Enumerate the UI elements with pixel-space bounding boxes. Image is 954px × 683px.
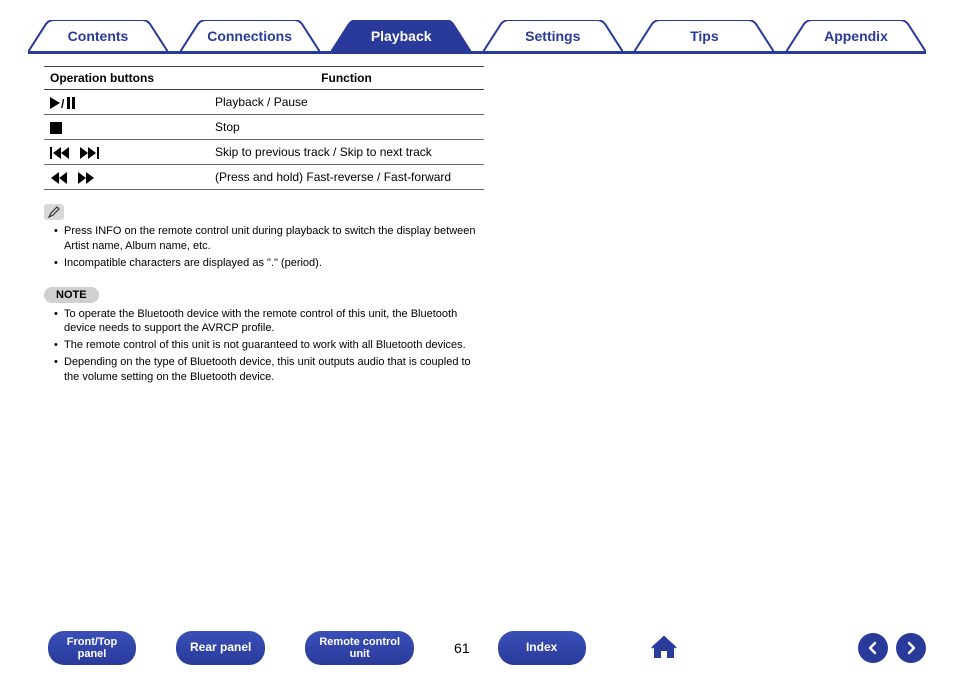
list-item: Press INFO on the remote control unit du… [54,224,482,254]
tab-label: Settings [483,20,623,52]
table-row: Stop [44,115,484,140]
main-content: Operation buttons Function / Playback / … [0,54,510,385]
front-top-panel-button[interactable]: Front/Top panel [48,631,136,665]
home-icon[interactable] [650,634,678,663]
function-cell: Skip to previous track / Skip to next tr… [209,140,484,165]
table-header: Operation buttons [44,67,209,90]
function-cell: (Press and hold) Fast-reverse / Fast-for… [209,165,484,190]
fast-rev-fwd-icon [50,170,100,184]
svg-text:/: / [61,97,65,109]
remote-control-unit-button[interactable]: Remote control unit [305,631,414,665]
skip-prev-next-icon [50,145,106,159]
index-button[interactable]: Index [498,631,586,665]
table-row: / Playback / Pause [44,90,484,115]
table-header: Function [209,67,484,90]
tab-tips[interactable]: Tips [634,20,774,52]
notes-list: To operate the Bluetooth device with the… [44,307,482,385]
tab-contents[interactable]: Contents [28,20,168,52]
operation-buttons-table: Operation buttons Function / Playback / … [44,66,484,190]
prev-page-button[interactable] [858,633,888,663]
tab-playback[interactable]: Playback [331,20,471,52]
play-pause-icon: / [50,95,78,109]
tab-label: Appendix [786,20,926,52]
tab-settings[interactable]: Settings [483,20,623,52]
function-cell: Playback / Pause [209,90,484,115]
pencil-icon [44,204,64,220]
list-item: Depending on the type of Bluetooth devic… [54,355,482,385]
list-item: To operate the Bluetooth device with the… [54,307,482,337]
next-page-button[interactable] [896,633,926,663]
tips-list: Press INFO on the remote control unit du… [44,224,482,271]
top-tabs: Contents Connections Playback Settings T… [28,10,926,54]
page-number: 61 [454,640,470,656]
note-badge: NOTE [44,287,99,303]
tab-label: Connections [180,20,320,52]
tab-label: Tips [634,20,774,52]
tab-connections[interactable]: Connections [180,20,320,52]
stop-icon [50,120,62,134]
function-cell: Stop [209,115,484,140]
list-item: The remote control of this unit is not g… [54,338,482,353]
table-row: Skip to previous track / Skip to next tr… [44,140,484,165]
tab-label: Playback [331,20,471,52]
footer-nav: Front/Top panel Rear panel Remote contro… [0,631,954,665]
tab-appendix[interactable]: Appendix [786,20,926,52]
rear-panel-button[interactable]: Rear panel [176,631,265,665]
table-row: (Press and hold) Fast-reverse / Fast-for… [44,165,484,190]
tab-label: Contents [28,20,168,52]
list-item: Incompatible characters are displayed as… [54,256,482,271]
